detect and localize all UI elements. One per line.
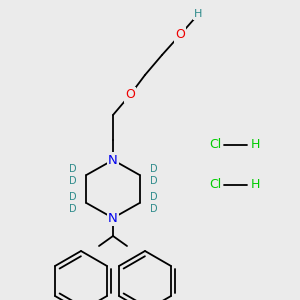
Text: H: H (250, 139, 260, 152)
Text: D: D (69, 164, 76, 174)
Text: D: D (150, 164, 158, 174)
Text: H: H (250, 178, 260, 191)
Text: O: O (125, 88, 135, 101)
Text: Cl: Cl (209, 139, 221, 152)
Text: Cl: Cl (209, 178, 221, 191)
Text: N: N (108, 212, 118, 224)
Text: N: N (108, 154, 118, 166)
Text: H: H (194, 9, 202, 19)
Text: D: D (150, 204, 158, 214)
Text: O: O (175, 28, 185, 41)
Text: D: D (69, 192, 76, 202)
Text: D: D (69, 204, 76, 214)
Text: D: D (150, 192, 158, 202)
Text: D: D (69, 176, 76, 186)
Text: D: D (150, 176, 158, 186)
